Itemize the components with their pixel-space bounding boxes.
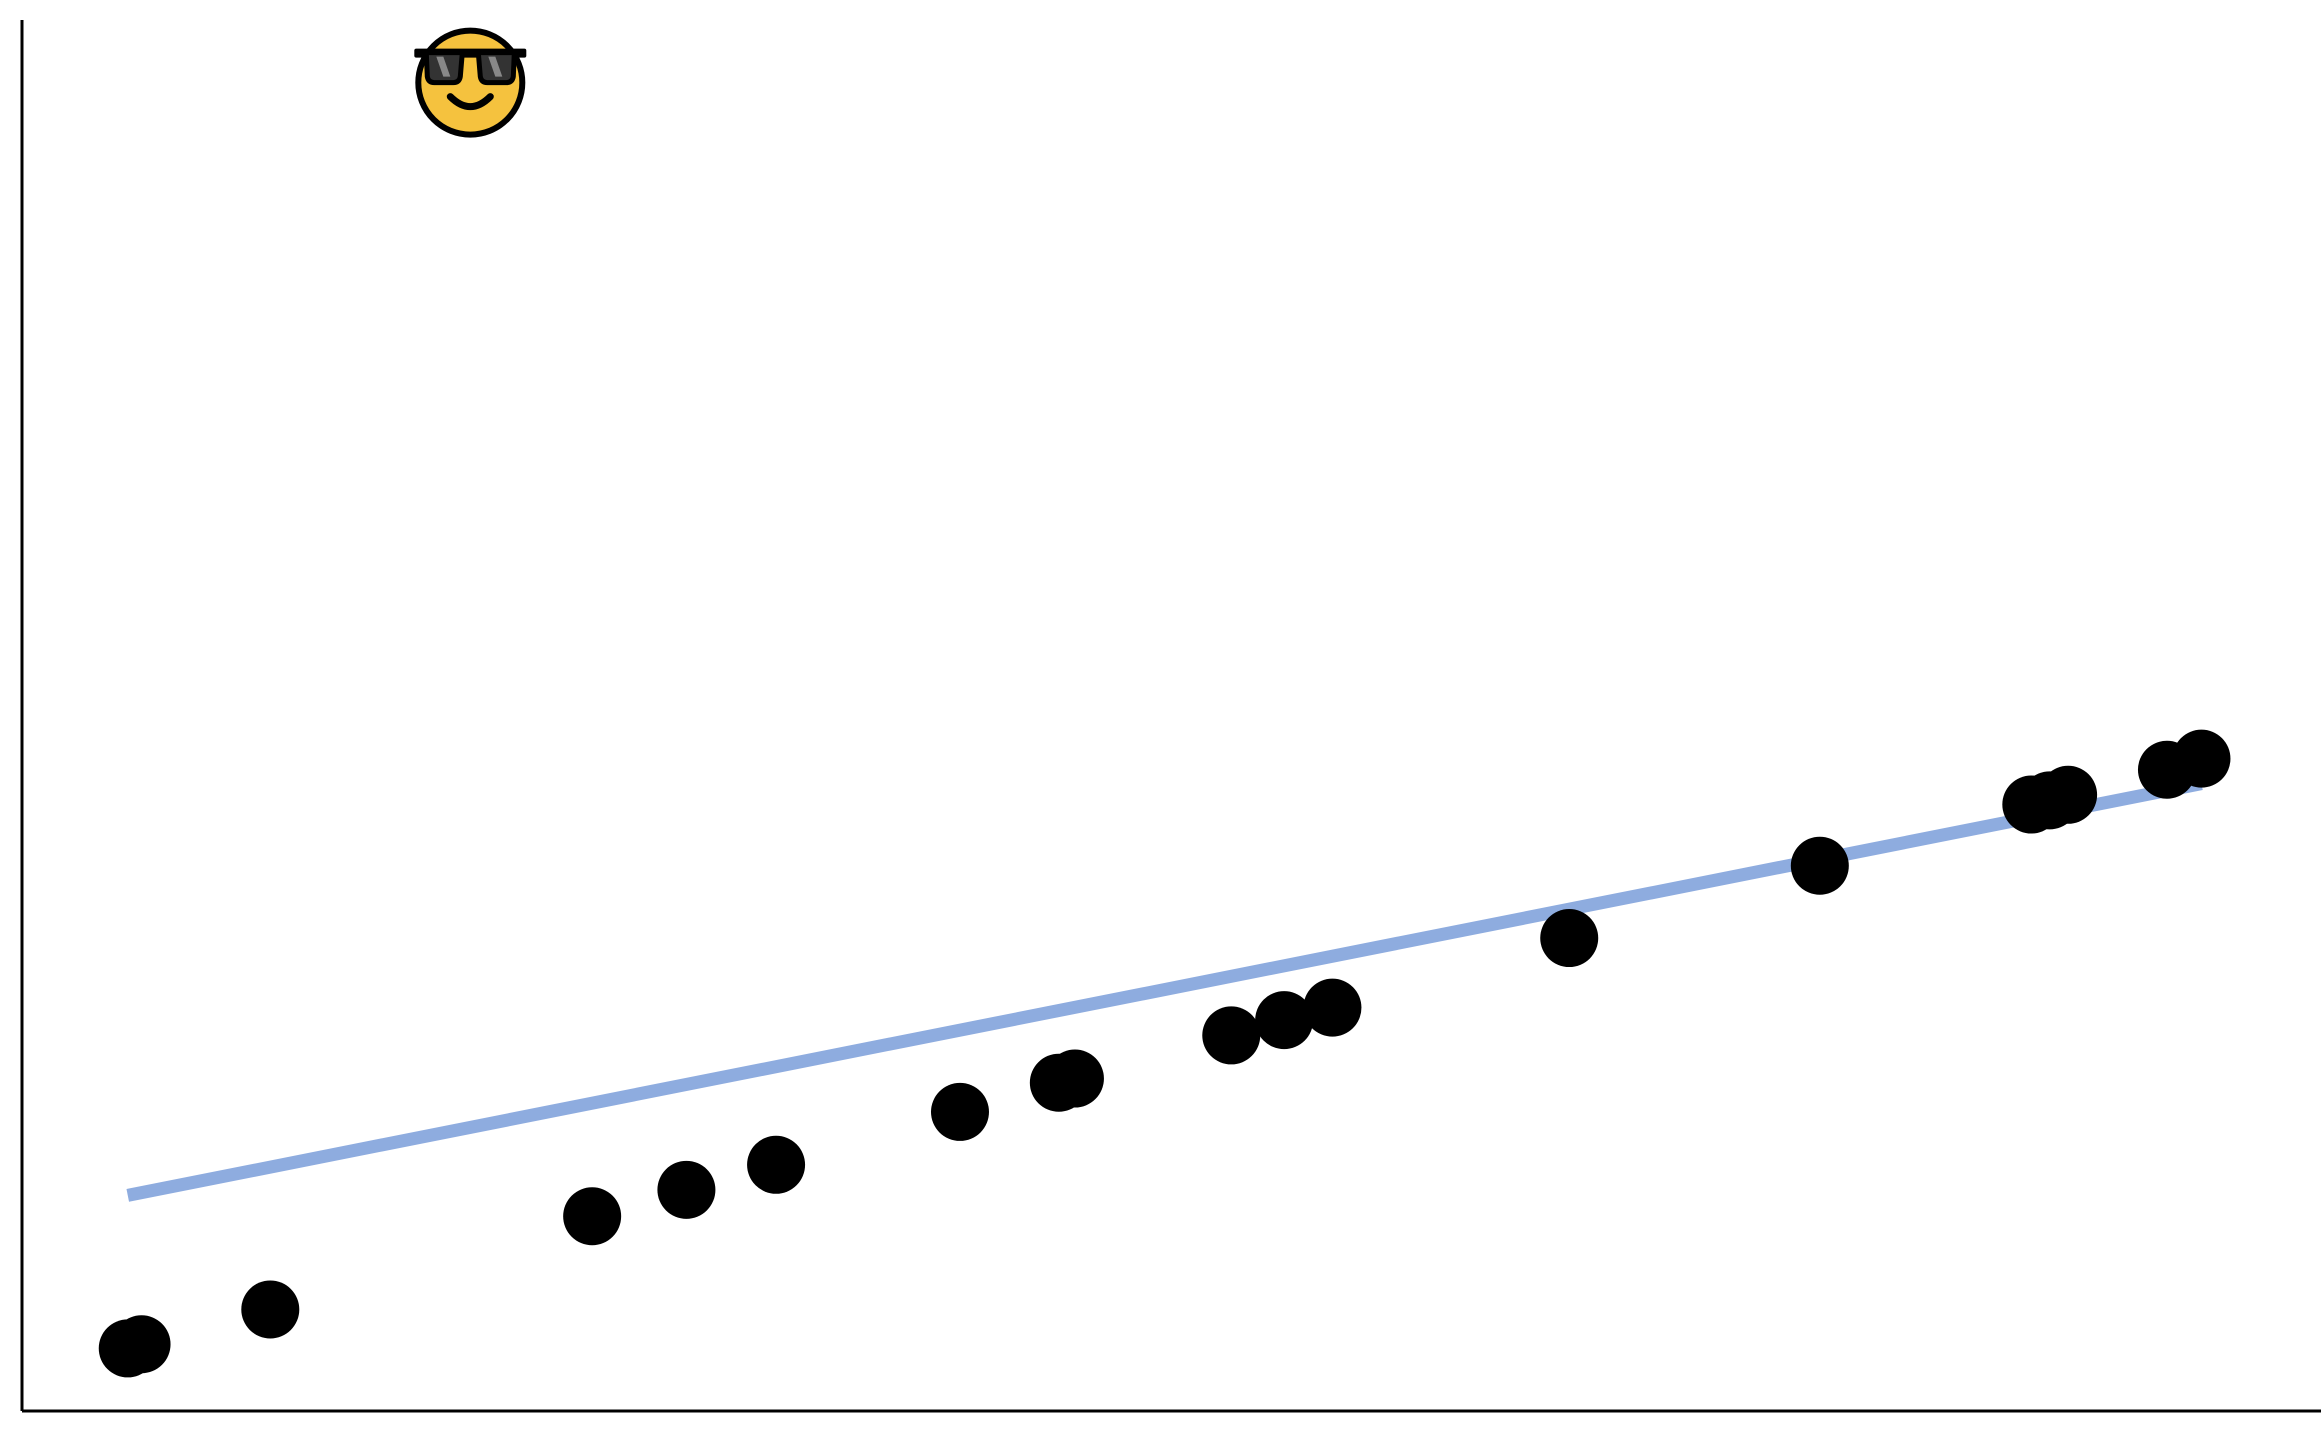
data-point-10 (1202, 1006, 1261, 1065)
data-point-14 (1790, 836, 1849, 895)
emoji-marker (414, 27, 527, 138)
data-point-3 (241, 1280, 300, 1339)
data-point-12 (1303, 978, 1362, 1037)
smile (446, 93, 494, 111)
data-point-6 (747, 1135, 806, 1194)
axes (20, 20, 2321, 1413)
trendline-group (126, 777, 2203, 1202)
data-point-13 (1540, 909, 1599, 968)
data-point-9 (1045, 1049, 1104, 1108)
trendline (126, 777, 2203, 1202)
data-point-4 (563, 1187, 622, 1246)
data-point-11 (1255, 991, 1314, 1050)
smiling-face-with-sunglasses-icon (414, 27, 527, 138)
data-point-17 (2039, 765, 2098, 824)
left-lens-glare (436, 56, 451, 77)
data-point-2 (112, 1315, 171, 1374)
right-lens-glare (488, 56, 503, 77)
data-point-7 (930, 1082, 989, 1141)
points-group (98, 729, 2231, 1378)
data-point-19 (2172, 729, 2231, 788)
data-point-5 (657, 1160, 716, 1219)
